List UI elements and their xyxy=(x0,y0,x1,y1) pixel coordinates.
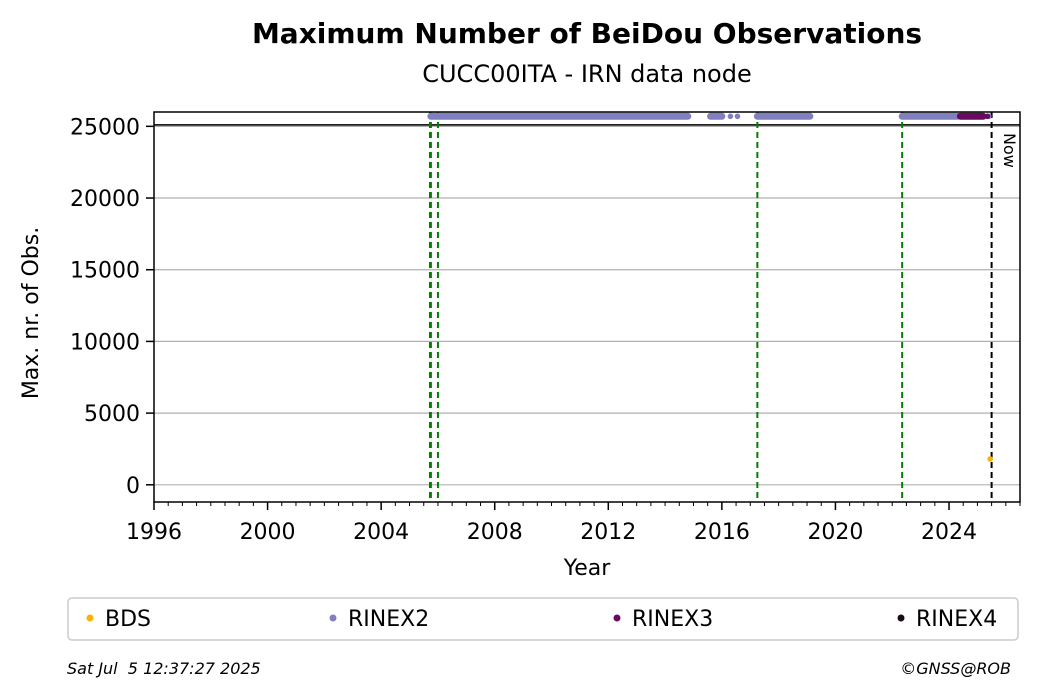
data-point-rinex2 xyxy=(734,113,741,120)
data-point-rinex2 xyxy=(727,113,734,120)
y-tick-label: 10000 xyxy=(70,330,140,355)
legend-label-bds: BDS xyxy=(105,607,151,632)
legend-marker-bds xyxy=(86,614,94,622)
legend-marker-rinex4 xyxy=(897,614,905,622)
y-tick-label: 0 xyxy=(126,474,140,499)
x-tick-label: 2004 xyxy=(353,520,409,545)
data-point-rinex3 xyxy=(984,113,991,120)
grid xyxy=(154,124,1020,486)
x-tick-label: 2012 xyxy=(580,520,636,545)
legend-box xyxy=(67,597,1019,641)
x-tick-label: 2020 xyxy=(807,520,863,545)
y-tick-label: 20000 xyxy=(70,187,140,212)
footer-timestamp: Sat Jul 5 12:37:27 2025 xyxy=(67,659,261,678)
legend-marker-rinex2 xyxy=(329,614,337,622)
x-tick-label: 2016 xyxy=(694,520,750,545)
x-axis: 1996 2000 2004 2008 2012 2016 2020 2024 xyxy=(126,502,1021,545)
x-tick-label: 2008 xyxy=(467,520,523,545)
legend-label-rinex3: RINEX3 xyxy=(632,607,713,632)
series xyxy=(427,112,993,462)
x-tick-label: 2000 xyxy=(240,520,296,545)
legend: BDS RINEX2 RINEX3 RINEX4 xyxy=(86,607,997,632)
plot-frame xyxy=(153,111,1021,503)
x-tick-label: 1996 xyxy=(126,520,182,545)
legend-label-rinex2: RINEX2 xyxy=(348,607,429,632)
legend-marker-rinex3 xyxy=(613,614,621,622)
chart-title: Maximum Number of BeiDou Observations xyxy=(252,17,922,50)
y-tick-label: 15000 xyxy=(70,259,140,284)
x-axis-label: Year xyxy=(563,556,612,581)
x-tick-label: 2024 xyxy=(921,520,977,545)
legend-label-rinex4: RINEX4 xyxy=(916,607,997,632)
y-tick-label: 25000 xyxy=(70,115,140,140)
chart-subtitle: CUCC00ITA - IRN data node xyxy=(422,60,752,88)
footer-credit: ©GNSS@ROB xyxy=(900,659,1011,678)
vertical-lines xyxy=(428,112,993,502)
data-point-bds xyxy=(987,456,993,462)
y-tick-label: 5000 xyxy=(84,402,140,427)
y-axis: 0 5000 10000 15000 20000 25000 xyxy=(70,115,154,499)
y-axis-label: Max. nr. of Obs. xyxy=(19,227,44,399)
now-label: Now xyxy=(1000,133,1019,168)
